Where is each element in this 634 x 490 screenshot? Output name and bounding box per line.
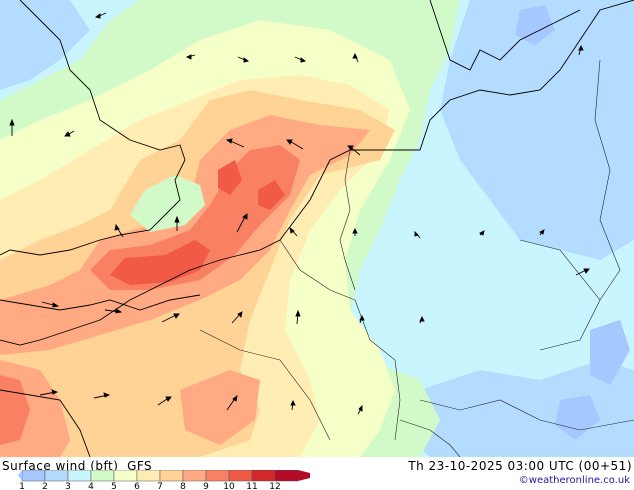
borders [199,59,634,457]
wind-arrow [94,12,107,19]
field-bft10-b [218,160,242,195]
wind-arrow [359,314,365,324]
map-title-label: Surface wind (bft) [2,459,119,473]
coast-continent [0,0,634,346]
legend-swatch [21,470,46,482]
coastlines [0,0,634,457]
legend-label: 2 [42,482,48,490]
wind-arrow [294,56,307,63]
field-bft2-east [440,0,634,260]
legend-swatch [136,470,161,482]
legend-label: 6 [134,482,140,490]
coast-denmark [429,0,581,71]
wind-arrow [237,56,250,63]
wind-arrow [161,313,180,323]
legend-swatch [228,470,253,482]
wind-arrow [225,138,245,148]
wind-arrow [114,223,124,238]
field-bft9-sw [0,375,30,445]
field-bft10-c [258,180,285,210]
legend-label: 1 [19,482,25,490]
wind-arrow [286,139,304,150]
wind-arrow [289,226,298,237]
field-bft1-spot-b [515,5,555,45]
wind-arrow [185,54,196,60]
legend-swatch [44,470,69,482]
legend-boxes [18,470,310,482]
legend-arrow-tip [298,470,310,481]
wind-arrow [39,389,59,396]
legend-swatch [113,470,138,482]
legend-label: 5 [111,482,117,490]
wind-arrow [290,399,296,411]
legend-label: 10 [223,482,235,490]
wind-arrow [419,315,425,324]
legend-labels: 1 2 3 4 5 6 7 8 9 10 11 12 [19,482,281,490]
wind-arrow [414,230,421,239]
field-bft9 [90,145,300,290]
legend-swatch [274,470,299,482]
wind-arrow [9,118,15,136]
wind-arrow [295,309,301,325]
wind-arrow [226,394,238,411]
coast-britain-east [0,0,186,256]
wind-map [0,0,634,457]
legend-swatch [159,470,184,482]
legend-label: 3 [65,482,71,490]
legend-label: 11 [246,482,257,490]
legend-label: 9 [203,482,209,490]
wind-arrow [157,396,172,406]
border-fr-interior [199,329,331,441]
wind-arrows [9,12,590,415]
border-de-at [419,399,634,431]
wind-arrow [236,213,248,233]
legend-swatch [90,470,115,482]
border-ch [399,419,461,457]
field-bft1-spot-a [590,320,630,385]
wind-arrow [575,268,590,276]
wind-arrow [174,215,180,231]
map-title: Surface wind (bft) GFS [2,459,152,473]
wind-arrow [41,301,60,308]
wind-arrow [93,392,111,399]
border-be-fr [279,239,356,301]
color-legend: 1 2 3 4 5 6 7 8 9 10 11 12 [18,470,310,490]
legend-label: 8 [180,482,186,490]
model-name: GFS [127,459,153,473]
wind-arrow [479,230,485,236]
legend-swatch [182,470,207,482]
field-bft8-south [180,370,260,445]
field-bft10 [110,240,210,285]
field-bft5-lull [130,175,205,232]
legend-arrow-tail [18,470,22,481]
wind-arrow [347,145,361,156]
wind-arrow [352,52,359,63]
wind-arrow [231,311,243,324]
legend-label: 4 [88,482,94,490]
coast-biscay [0,389,91,457]
border-de-pl [594,59,621,301]
wind-arrow [357,404,363,415]
border-nl-de [339,149,356,291]
legend-label: 12 [269,482,280,490]
field-bft2-nw [0,0,90,90]
legend-swatch [251,470,276,482]
wind-arrow [578,44,584,56]
legend-label: 7 [157,482,163,490]
coast-britain-south [0,294,201,311]
border-de-fr [354,299,401,441]
legend-swatch [67,470,92,482]
valid-time: Th 23-10-2025 03:00 UTC (00+51) [408,459,632,473]
footer-bar: Surface wind (bft) GFS Th 23-10-2025 03:… [0,457,634,490]
wind-arrow [64,130,75,137]
border-de-cz [519,239,601,351]
wind-arrow [352,227,358,236]
wind-arrow [539,229,545,236]
wind-arrow [104,308,123,314]
wind-map-svg [0,0,634,457]
legend-swatch [205,470,230,482]
credit-link[interactable]: ©weatheronline.co.uk [518,475,630,486]
field-bft1-spot-c [555,395,600,440]
